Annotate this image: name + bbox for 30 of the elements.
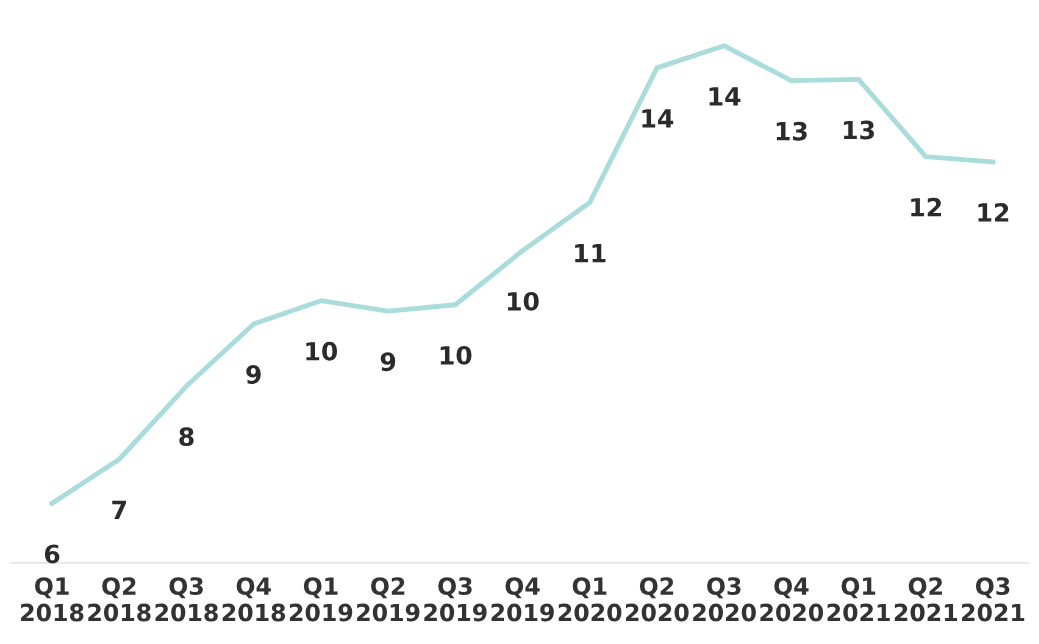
data-label: 13 [776, 121, 807, 141]
x-tick-label: Q1 2019 [289, 577, 353, 622]
data-label: 10 [306, 341, 338, 361]
data-label: 12 [978, 203, 1009, 222]
data-label: 6 [44, 544, 60, 564]
x-tick-label: Q3 2019 [424, 577, 487, 622]
x-tick-label: Q2 2018 [88, 577, 151, 622]
data-label: 12 [911, 197, 941, 217]
x-tick-label: Q2 2020 [625, 577, 689, 622]
x-tick-label: Q3 2020 [693, 577, 756, 622]
x-tick-label: Q1 2021 [827, 577, 890, 622]
data-label: 9 [246, 365, 261, 384]
data-label: 10 [507, 291, 539, 311]
x-tick-label: Q4 2018 [222, 577, 286, 622]
x-tick-label: Q1 2018 [21, 577, 84, 622]
data-label: 14 [642, 109, 674, 128]
data-label: 8 [179, 427, 194, 447]
x-tick-label: Q3 2018 [155, 577, 218, 622]
data-label: 14 [709, 87, 741, 106]
x-tick-label: Q4 2020 [760, 577, 824, 622]
x-tick-label: Q1 2020 [558, 577, 622, 622]
data-label: 11 [575, 244, 606, 263]
x-tick-label: Q3 2021 [962, 577, 1025, 622]
x-tick-label: Q2 2019 [357, 577, 420, 622]
x-tick-label: Q4 2019 [491, 577, 554, 622]
data-label: 13 [844, 120, 874, 140]
data-label: 9 [380, 352, 396, 372]
data-label: 10 [440, 345, 472, 365]
data-label: 7 [112, 500, 126, 519]
x-tick-label: Q2 2021 [894, 577, 958, 622]
